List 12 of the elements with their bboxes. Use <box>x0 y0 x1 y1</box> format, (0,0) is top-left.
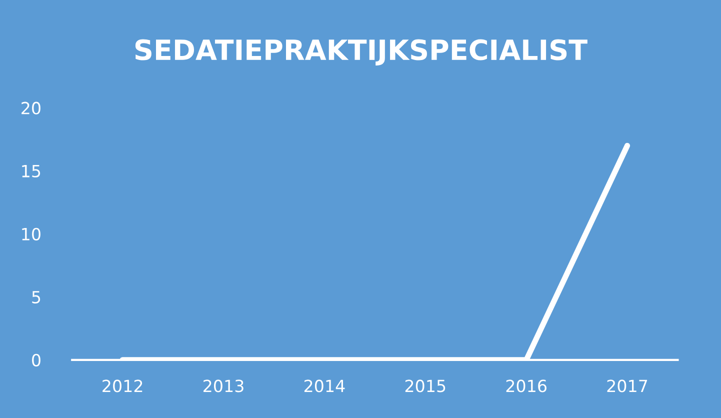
x-tick-label: 2013 <box>204 380 244 392</box>
chart-title: SEDATIEPRAKTIJKSPECIALIST <box>135 39 588 66</box>
x-tick-label: 2016 <box>506 380 546 392</box>
y-tick-label: 15 <box>22 165 40 178</box>
x-tick-label: 2014 <box>304 380 345 392</box>
x-tick-label: 2015 <box>405 380 446 392</box>
y-tick-label: 10 <box>22 228 40 240</box>
y-tick-label: 5 <box>32 291 40 304</box>
x-tick-label: 2017 <box>607 380 648 392</box>
y-tick-label: 0 <box>32 354 40 366</box>
x-tick-label: 2012 <box>102 380 142 392</box>
y-tick-label: 20 <box>22 102 40 114</box>
